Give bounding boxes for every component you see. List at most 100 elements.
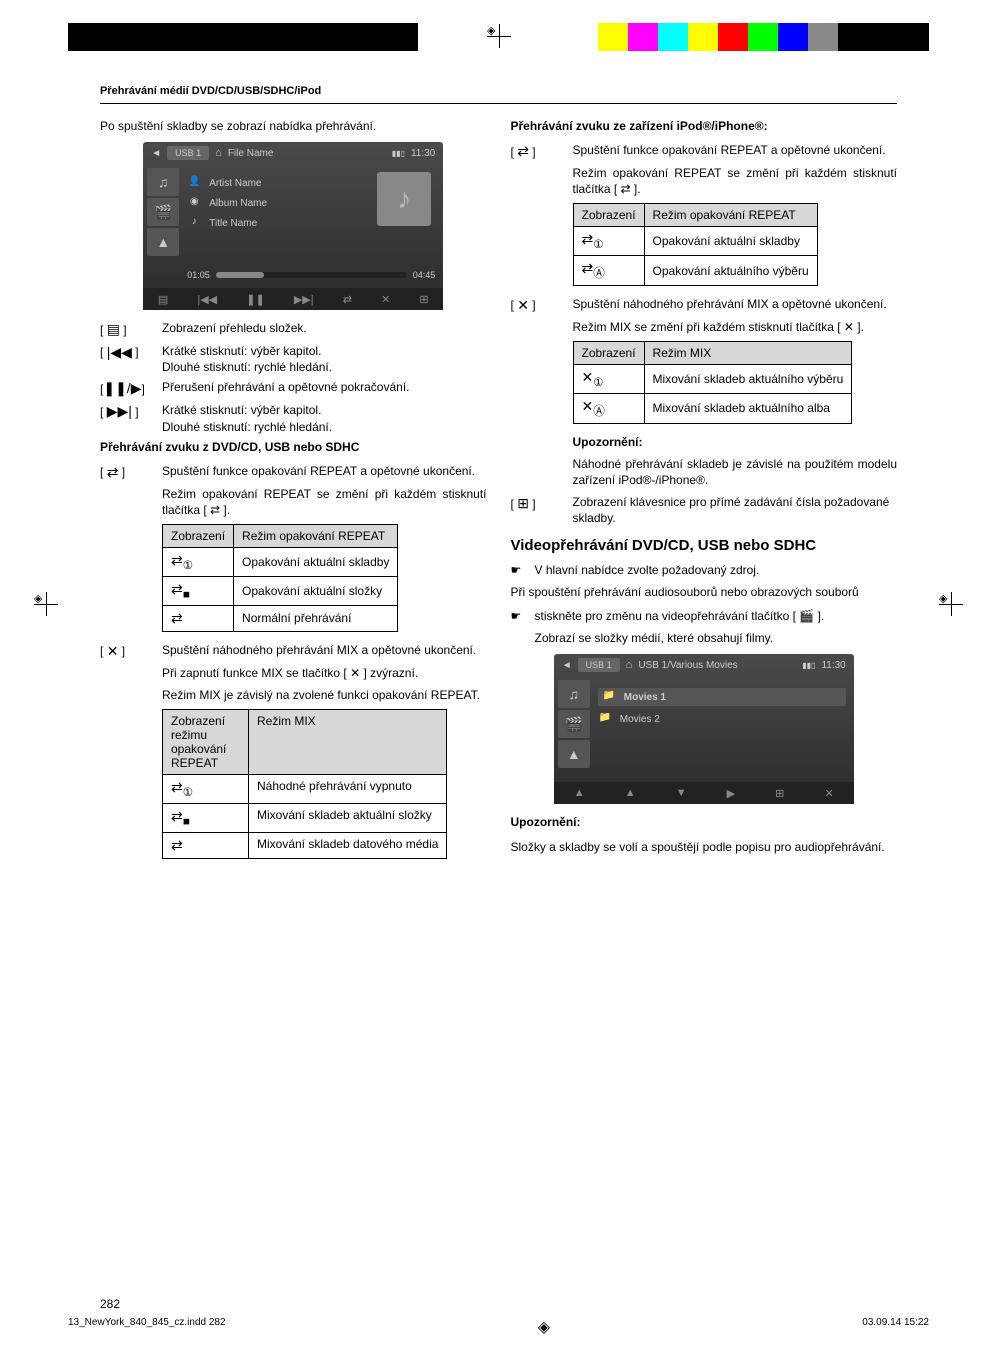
player-screenshot: ◄ USB 1 ⌂ File Name ▮▮▯ 11:30 ♫ 🎬 ▲ 👤Art… [143,142,443,310]
mix-r3-icon: ⇄ [171,837,183,854]
video-tab-icon: 🎬 [147,198,179,226]
mix-text1: Spuštění náhodného přehrávání MIX a opět… [162,642,487,658]
down-icon: ▼ [676,787,687,799]
progress-bar [216,272,407,278]
repeat-button-icon: ⇄ [107,463,119,482]
artist-icon: 👤 [187,176,201,190]
album-art-icon: ♪ [377,172,431,226]
mix-right-icon: ✕ [517,296,529,315]
keypad-icon-ref: ⊞ [517,494,529,513]
next-icon: ▶▶| [294,293,314,306]
content: Přehrávání médií DVD/CD/USB/SDHC/iPod Po… [100,85,897,869]
music-tab-icon: ♫ [147,168,179,196]
left-column: Po spuštění skladby se zobrazí nabídka p… [100,118,487,869]
registration-mark-left: ◈ [34,592,58,616]
bullet-icon: ☛ [511,562,527,578]
bullet1-text: V hlavní nabídce zvolte požadovaný zdroj… [535,562,760,578]
movie2-label: Movies 2 [620,714,660,725]
repeat1-icon: ⇄① [171,552,193,572]
title-label: Title Name [209,218,257,229]
bullet-icon-2: ☛ [511,608,527,624]
video-screenshot: ◄ USB 1 ⌂ USB 1/Various Movies ▮▮▯ 11:30… [554,654,854,804]
footer: 13_NewYork_840_845_cz.indd 282 ◈ 03.09.1… [68,1317,929,1337]
clock-label-2: 11:30 [821,660,845,671]
next-text1: Krátké stisknutí: výběr kapitol. [162,403,321,417]
repeat-normal-icon: ⇄ [171,610,183,627]
album-label: Album Name [209,198,267,209]
section2-title: Přehrávání zvuku ze zařízení iPod®/iPhon… [511,118,898,134]
footer-right: 03.09.14 15:22 [862,1317,929,1337]
close-icon: ✕ [824,787,833,800]
repeat-text2: Režim opakování REPEAT se změní při každ… [162,486,487,518]
repeat-right-text1: Spuštění funkce opakování REPEAT a opěto… [573,142,898,158]
play-pause-icon: ❚❚/▶ [103,379,141,398]
footer-left: 13_NewYork_840_845_cz.indd 282 [68,1317,226,1337]
warn2-text: Složky a skladby se volí a spouštějí pod… [511,839,898,855]
keypad-text: Zobrazení klávesnice pro přímé zadávání … [573,494,898,526]
pause-icon: ❚❚ [246,293,264,306]
prev-text1: Krátké stisknutí: výběr kapitol. [162,344,321,358]
repeat-icon: ⇄ [343,293,352,306]
photo-tab-icon-2: ▲ [558,740,590,768]
grid-icon: ⊞ [775,787,784,800]
movie1-label: Movies 1 [624,692,666,703]
next-text2: Dlouhé stisknutí: rychlé hledání. [162,420,332,434]
album-icon: ◉ [187,196,201,210]
music-tab-icon-2: ♫ [558,680,590,708]
mix-button-icon: ✕ [107,642,119,661]
source-tab: USB 1 [167,146,209,160]
repeat-table-left: ZobrazeníRežim opakování REPEAT ⇄①Opakov… [162,524,398,632]
artist-label: Artist Name [209,178,261,189]
tbl1-r3: Normální přehrávání [234,605,398,631]
prev-icon: |◀◀ [197,293,217,306]
folder-icon-1: 📁 [602,690,616,704]
section1-title: Přehrávání zvuku z DVD/CD, USB nebo SDHC [100,439,487,455]
bullet2-text: stiskněte pro změnu na videopřehrávání t… [535,608,825,624]
tbl4-r1: Mixování skladeb aktuálního výběru [644,365,852,394]
up-icon: ▲ [574,787,585,799]
registration-mark-top: ◈ [487,24,511,48]
tbl1-r2: Opakování aktuální složky [234,576,398,605]
up-icon-2: ▲ [625,787,636,799]
back-icon-2: ◄ [562,660,572,671]
file-name-label: File Name [228,148,274,159]
tbl4-r2-icon: ✕Ⓐ [582,398,605,419]
mix-table-right: ZobrazeníRežim MIX ✕①Mixování skladeb ak… [573,341,853,424]
tbl2-h2: Režim MIX [249,710,447,775]
repeat-table-right: ZobrazeníRežim opakování REPEAT ⇄①Opakov… [573,203,818,286]
video-tab-icon-2: 🎬 [558,710,590,738]
home-icon: ⌂ [215,147,222,159]
warn1-title: Upozornění: [573,434,898,450]
page-number: 282 [100,1297,120,1311]
tbl3-r1-icon: ⇄① [582,231,604,251]
mix-table-left: Zobrazení režimu opakování REPEATRežim M… [162,709,447,859]
prev-text2: Dlouhé stisknutí: rychlé hledání. [162,360,332,374]
pause-text: Přerušení přehrávání a opětovné pokračov… [162,379,487,395]
video-heading: Videopřehrávání DVD/CD, USB nebo SDHC [511,537,898,554]
video-p2: Zobrazí se složky médií, které obsahují … [535,630,898,646]
repeat-text1: Spuštění funkce opakování REPEAT a opěto… [162,463,487,479]
page: ◈ ◈ ◈ Přehrávání médií DVD/CD/USB/SDHC/i… [0,0,997,1363]
title-icon: ♪ [187,216,201,230]
warn1-text: Náhodné přehrávání skladeb je závislé na… [573,456,898,488]
folder-icon-2: 📁 [598,712,612,726]
page-header: Přehrávání médií DVD/CD/USB/SDHC/iPod [100,85,897,104]
footer-mark: ◈ [538,1317,550,1337]
next-chapter-icon: ▶▶| [107,402,132,421]
tbl4-r1-icon: ✕① [582,369,604,389]
tbl3-r1: Opakování aktuální skladby [644,227,817,256]
mix-text3: Režim MIX je závislý na zvolené funkci o… [162,687,487,703]
repeat-right-icon: ⇄ [517,142,529,161]
signal-icon: ▮▮▯ [392,149,405,158]
mix-r2-icon: ⇄■ [171,808,190,828]
source-tab-2: USB 1 [578,658,620,672]
mix-text2: Při zapnutí funkce MIX se tlačítko [ ✕ ]… [162,665,487,681]
play-icon: ▶ [727,787,735,800]
mix-r1-icon: ⇄① [171,779,193,799]
mix-right-text1: Spuštění náhodného přehrávání MIX a opět… [573,296,898,312]
tbl3-h1: Zobrazení [573,204,644,227]
folder-text: Zobrazení přehledu složek. [162,320,487,336]
repeat-right-text2: Režim opakování REPEAT se změní při každ… [573,165,898,197]
back-icon: ◄ [151,148,161,159]
tbl1-h2: Režim opakování REPEAT [234,525,398,548]
